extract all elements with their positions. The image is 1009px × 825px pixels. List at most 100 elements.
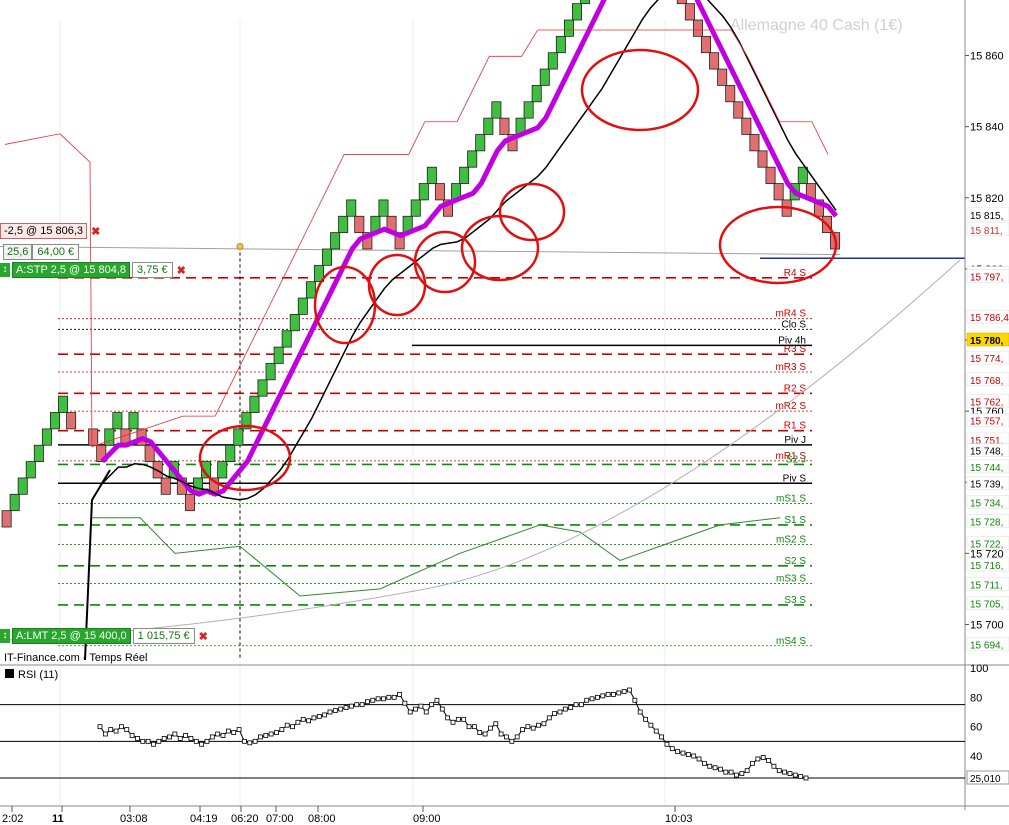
crosshair-dot xyxy=(236,242,244,250)
rsi-point xyxy=(284,722,290,728)
time-tick-label: 10:03 xyxy=(665,813,693,825)
rsi-point xyxy=(696,756,702,762)
time-tick-label: 06:20 xyxy=(231,813,259,825)
rsi-point xyxy=(798,774,804,779)
rsi-point xyxy=(215,731,221,737)
renko-brick-up xyxy=(225,444,236,463)
limit-order-pnl: 1 015,75 € xyxy=(132,628,195,644)
drag-handle-icon[interactable]: ↕ xyxy=(0,263,10,277)
rsi-point xyxy=(552,711,558,716)
position-pnl: 64,00 € xyxy=(32,244,80,260)
price-tag: 15 768, xyxy=(970,376,1003,387)
rsi-point xyxy=(151,741,156,747)
rsi-point xyxy=(595,694,600,700)
pivot-level-label: Clo S xyxy=(782,319,807,330)
renko-brick-up xyxy=(217,461,228,479)
renko-brick-down xyxy=(1,510,12,528)
rsi-point xyxy=(611,692,616,697)
price-tag: 15 757, xyxy=(970,417,1003,428)
drag-handle-icon[interactable]: ↕ xyxy=(0,629,10,643)
rsi-point xyxy=(279,727,285,732)
rsi-point xyxy=(520,727,525,732)
rsi-point xyxy=(359,702,365,708)
renko-brick-up xyxy=(25,461,36,479)
annotation-circle xyxy=(718,205,838,285)
cancel-stop-icon[interactable]: ✖ xyxy=(176,264,186,277)
pivot-level-label: mS2 S xyxy=(776,534,806,545)
rsi-point xyxy=(734,772,739,778)
rsi-point xyxy=(546,715,552,721)
renko-brick-down xyxy=(773,183,784,201)
rsi-point xyxy=(664,741,670,747)
rsi-point xyxy=(648,722,654,728)
cancel-limit-icon[interactable]: ✖ xyxy=(198,630,208,643)
rsi-point xyxy=(434,697,440,703)
limit-order-tag[interactable]: ↕ A:LMT 2,5 @ 15 400,0 1 015,75 € ✖ xyxy=(0,628,208,644)
rsi-point xyxy=(632,697,638,703)
rsi-point xyxy=(568,705,574,710)
pivot-level-label: S2 J xyxy=(786,454,806,465)
time-tick-label: 04:19 xyxy=(190,813,218,825)
renko-brick-up xyxy=(297,297,308,315)
renko-brick-up xyxy=(426,166,437,184)
pivot-level-label: Piv 4h xyxy=(778,335,806,346)
rsi-point xyxy=(455,716,461,722)
price-tag: 15 716, xyxy=(970,561,1003,572)
time-tick-label: 2:02 xyxy=(2,813,23,825)
rsi-point xyxy=(739,771,745,776)
rsi-point xyxy=(402,700,408,706)
instrument-watermark: Allemagne 40 Cash (1€) xyxy=(730,17,903,34)
price-tag-bg xyxy=(966,372,1009,387)
rsi-point xyxy=(782,769,788,775)
rsi-point xyxy=(803,775,809,781)
rsi-point xyxy=(102,731,108,737)
price-tag-bg xyxy=(966,476,1009,490)
renko-brick-down xyxy=(701,35,712,54)
rsi-point xyxy=(118,724,124,730)
price-tag: 15 728, xyxy=(970,518,1003,529)
stop-order-tag[interactable]: ↕ A:STP 2,5 @ 15 804,8 3,75 € ✖ xyxy=(0,262,186,278)
renko-brick-down xyxy=(66,412,77,430)
price-tag-bg xyxy=(966,350,1009,365)
renko-brick-down xyxy=(676,0,687,5)
limit-order-label[interactable]: A:LMT 2,5 @ 15 400,0 xyxy=(12,628,131,644)
price-tag-bg xyxy=(966,413,1009,427)
rsi-point xyxy=(600,693,606,699)
renko-brick-up xyxy=(797,166,808,184)
price-tick-label: 15 820 xyxy=(970,193,1004,205)
rsi-point xyxy=(498,731,504,737)
rsi-point xyxy=(306,718,311,724)
rsi-value-tag-bg xyxy=(966,770,1009,785)
annotation-circle xyxy=(498,182,566,242)
rsi-point xyxy=(691,753,697,759)
renko-brick-up xyxy=(531,85,542,103)
rsi-point xyxy=(792,772,798,778)
rsi-point xyxy=(365,699,370,705)
rsi-point xyxy=(536,722,541,728)
time-tick-label: 07:00 xyxy=(266,813,294,825)
price-tag: 15 774, xyxy=(970,354,1003,365)
renko-brick-up xyxy=(346,199,357,217)
renko-brick-up xyxy=(233,428,244,446)
annotation-circle xyxy=(580,48,700,132)
rsi-point xyxy=(375,696,381,702)
rsi-point xyxy=(578,702,584,708)
rsi-point xyxy=(290,724,295,730)
price-tag: 15 744, xyxy=(970,463,1003,474)
rsi-point xyxy=(338,706,344,712)
renko-brick-down xyxy=(684,3,695,21)
price-tag-bg xyxy=(966,309,1009,324)
renko-brick-up xyxy=(418,183,429,201)
position-tag[interactable]: -2,5 @ 15 806,3 ✖ xyxy=(0,223,100,239)
close-position-icon[interactable]: ✖ xyxy=(91,225,101,238)
stop-order-label[interactable]: A:STP 2,5 @ 15 804,8 xyxy=(12,262,131,278)
rsi-point xyxy=(707,763,713,769)
rsi-point xyxy=(177,736,183,741)
price-tag-bg xyxy=(966,577,1009,591)
rsi-point xyxy=(514,734,520,740)
position-stats: 25,6 64,00 € xyxy=(3,244,80,260)
rsi-point xyxy=(124,727,130,732)
price-tag-bg xyxy=(966,332,1009,347)
rsi-point xyxy=(236,727,242,732)
